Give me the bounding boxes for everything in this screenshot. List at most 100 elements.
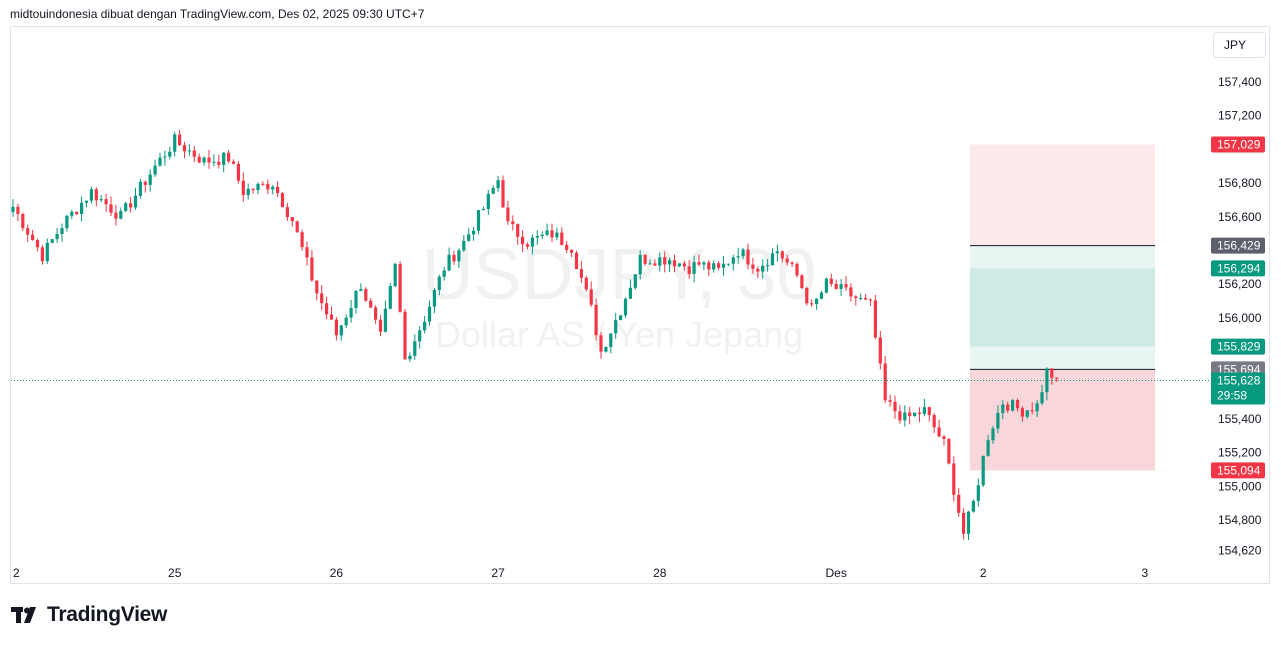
- candle-body: [129, 203, 133, 208]
- candle-body: [913, 412, 917, 417]
- candle-body: [516, 224, 520, 237]
- candle-body: [251, 188, 255, 191]
- candle-body: [442, 270, 446, 277]
- candle-body: [736, 256, 740, 258]
- y-tick-label: 156,000: [1218, 311, 1262, 325]
- candle-body: [702, 262, 706, 265]
- candle-body: [971, 500, 975, 512]
- candle-body: [922, 407, 926, 415]
- price-tag-label: 157,029: [1217, 138, 1261, 152]
- x-tick-label: 25: [168, 566, 182, 580]
- candle-body: [1040, 392, 1044, 404]
- candle-body: [565, 244, 569, 250]
- candle-body: [99, 199, 103, 201]
- candle-body: [310, 257, 314, 281]
- footer-brand-text: TradingView: [47, 603, 168, 626]
- candle-body: [138, 181, 142, 196]
- candle-body: [104, 199, 108, 205]
- x-tick-label: 2: [13, 566, 20, 580]
- candle-body: [1030, 410, 1034, 412]
- candle-body: [844, 284, 848, 288]
- candle-body: [511, 221, 515, 225]
- footer-brand: TradingView: [11, 603, 167, 627]
- candle-body: [962, 512, 966, 534]
- candle-body: [261, 183, 265, 185]
- candle-body: [187, 150, 191, 152]
- candle-body: [182, 145, 187, 152]
- candle-body: [521, 236, 525, 245]
- candle-body: [359, 289, 363, 291]
- candle-body: [1011, 400, 1015, 411]
- candle-body: [418, 330, 422, 342]
- candle-body: [1015, 400, 1020, 409]
- candle-body: [824, 278, 828, 293]
- candle-body: [472, 230, 476, 235]
- last-price-tag: [1211, 372, 1265, 405]
- candle-body: [364, 289, 368, 301]
- candle-body: [158, 157, 162, 166]
- candle-body: [712, 263, 716, 270]
- candle-body: [217, 161, 221, 165]
- candle-body: [11, 206, 15, 212]
- candle-body: [594, 304, 598, 336]
- candle-body: [614, 320, 618, 334]
- candle-body: [300, 232, 304, 248]
- candle-body: [413, 341, 417, 356]
- candle-body: [374, 307, 378, 320]
- tradingview-logo-icon: [11, 607, 36, 623]
- candle-body: [893, 401, 897, 412]
- candle-body: [849, 287, 853, 297]
- candle-body: [290, 216, 294, 222]
- price-tag: [1211, 136, 1265, 153]
- candle-body: [815, 298, 819, 305]
- candle-body: [692, 262, 696, 274]
- candle-body: [378, 319, 383, 332]
- candle-body: [672, 260, 677, 267]
- candle-body: [80, 202, 84, 215]
- candle-body: [888, 400, 892, 402]
- profit-zone: [970, 268, 1155, 347]
- candle-body: [658, 257, 662, 266]
- candle-body: [1035, 403, 1039, 412]
- candle-body: [496, 180, 500, 189]
- candle-body: [643, 254, 647, 264]
- candle-body: [486, 193, 490, 209]
- candle-body: [55, 233, 59, 240]
- candle-body: [222, 152, 226, 165]
- currency-selector[interactable]: JPY: [1213, 32, 1266, 58]
- price-tag-label: 156,429: [1217, 239, 1261, 253]
- candle-body: [579, 269, 583, 278]
- candle-body: [908, 412, 912, 417]
- candle-body: [1055, 377, 1059, 379]
- candle-body: [329, 314, 334, 320]
- candle-body: [271, 186, 275, 190]
- y-tick-label: 157,200: [1218, 109, 1262, 123]
- candle-body: [952, 463, 956, 495]
- countdown-label: 29:58: [1217, 388, 1247, 402]
- candle-body: [687, 266, 691, 274]
- candle-body: [761, 265, 765, 272]
- candle-body: [334, 319, 338, 336]
- candle-body: [305, 247, 309, 258]
- candle-body: [584, 277, 588, 290]
- candle-body: [834, 283, 838, 289]
- candle-body: [677, 263, 681, 267]
- candle-body: [276, 186, 280, 194]
- candle-body: [790, 262, 794, 264]
- y-tick-label: 155,200: [1218, 446, 1262, 460]
- candle-body: [819, 292, 824, 299]
- candle-body: [75, 211, 79, 215]
- candle-body: [383, 308, 387, 332]
- price-tag-label: 155,094: [1217, 463, 1261, 477]
- candle-body: [393, 263, 397, 287]
- price-tag: [1211, 462, 1265, 479]
- candle-body: [325, 303, 329, 315]
- candle-body: [937, 427, 941, 437]
- candle-body: [491, 188, 495, 194]
- candle-body: [599, 335, 603, 352]
- candle-body: [227, 152, 231, 162]
- candle-body: [741, 249, 745, 257]
- candle-body: [570, 249, 574, 253]
- candle-body: [168, 151, 172, 157]
